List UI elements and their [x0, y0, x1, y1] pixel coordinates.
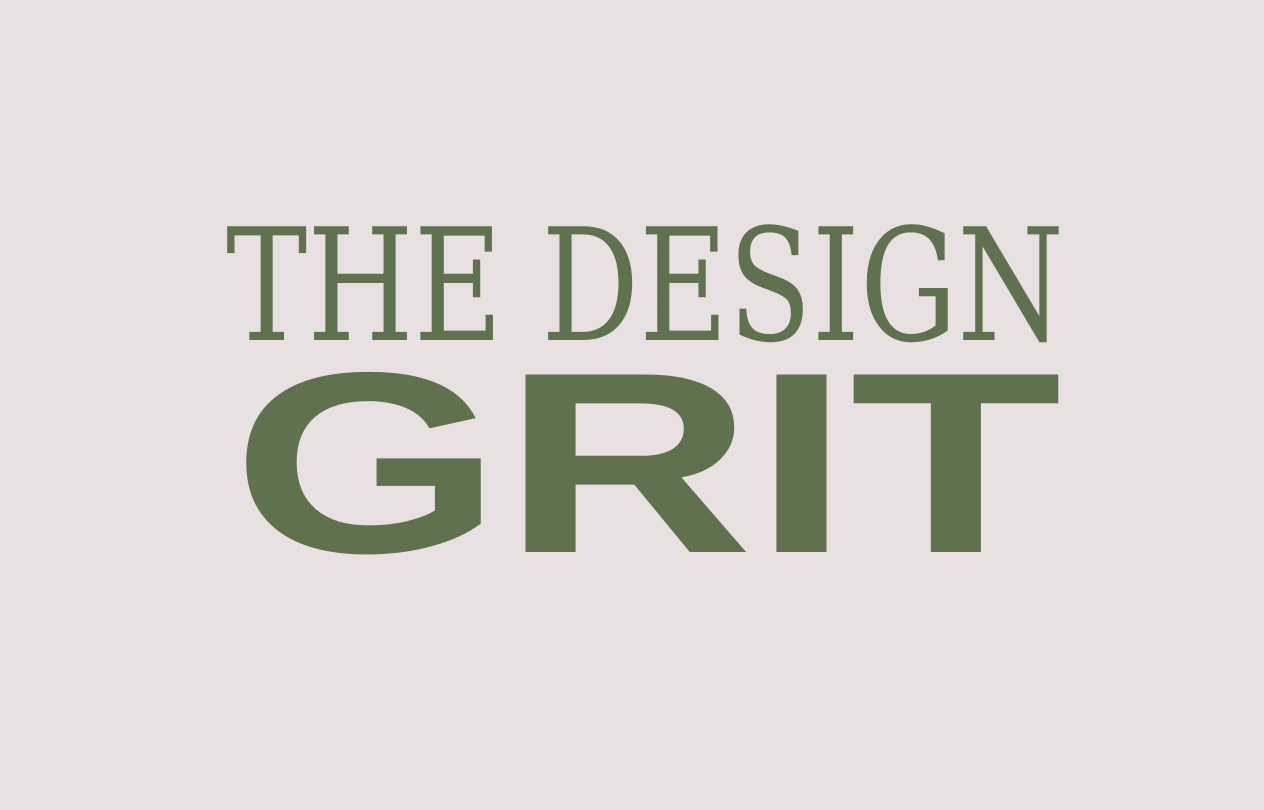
- logo-line-the-design: THE DESIGN: [226, 195, 1064, 377]
- logo-line-grit: GRIT: [232, 318, 1062, 607]
